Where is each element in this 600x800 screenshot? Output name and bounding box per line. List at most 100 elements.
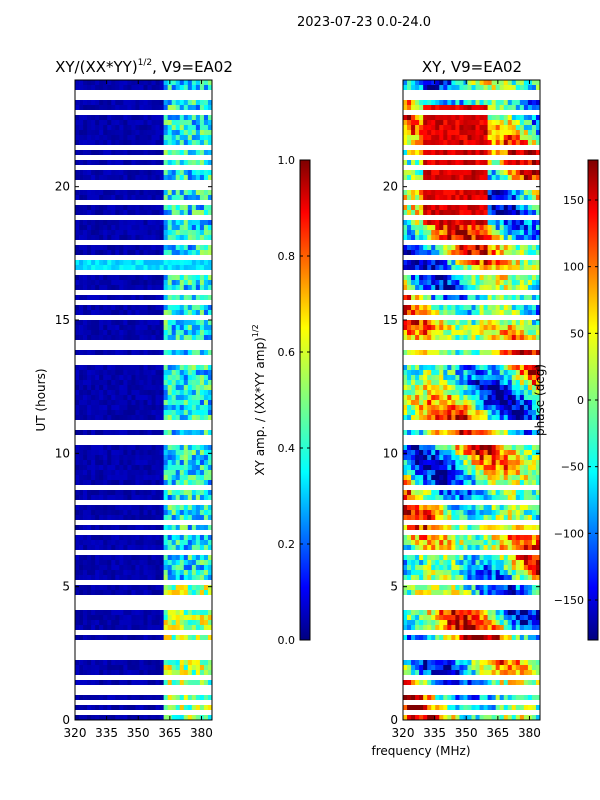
amp-cell (207, 580, 213, 586)
amp-cell (115, 715, 120, 721)
amp-cell (123, 260, 128, 266)
amp-cell (151, 620, 156, 626)
amp-cell (183, 215, 189, 221)
amp-cell (127, 600, 132, 606)
amp-cell (159, 425, 165, 431)
amp-cell (163, 200, 169, 206)
amp-cell (79, 330, 84, 336)
phase-cell (527, 125, 533, 131)
phase-cell (515, 105, 521, 111)
amp-cell (147, 705, 152, 711)
amp-cell (111, 100, 116, 106)
phase-cell (455, 145, 460, 151)
amp-cell (203, 100, 209, 106)
amp-cell (115, 540, 120, 546)
amp-cell (203, 295, 209, 301)
amp-cell (159, 625, 165, 631)
amp-cell (187, 100, 193, 106)
amp-cell (107, 315, 112, 321)
phase-cell (431, 95, 436, 101)
phase-cell (439, 115, 444, 121)
amp-cell (119, 390, 124, 396)
amp-cell (207, 145, 213, 151)
amp-cell (95, 395, 100, 401)
amp-cell (95, 345, 100, 351)
amp-cell (99, 485, 104, 491)
amp-cell (187, 500, 193, 506)
amp-cell (175, 105, 181, 111)
amp-cell (207, 470, 213, 476)
amp-cell (183, 575, 189, 581)
amp-cell (155, 305, 161, 311)
amp-cell (167, 250, 173, 256)
amp-cell (195, 190, 201, 196)
amp-cell (103, 150, 108, 156)
phase-cell (403, 165, 408, 171)
amp-cell (119, 265, 124, 271)
amp-cell (195, 340, 201, 346)
phase-cell (403, 140, 408, 146)
amp-cell (195, 345, 201, 351)
amp-cell (95, 110, 100, 116)
amp-cell (163, 560, 169, 566)
phase-cell (443, 80, 448, 86)
amp-cell (91, 245, 96, 251)
amp-cell (175, 85, 181, 91)
amp-cell (107, 135, 112, 141)
amp-cell (195, 90, 201, 96)
phase-cell (535, 125, 541, 131)
amp-cell (135, 675, 140, 681)
amp-cell (155, 230, 161, 236)
amp-cell (95, 695, 100, 701)
amp-cell (107, 390, 112, 396)
amp-cell (171, 455, 177, 461)
amp-cell (95, 320, 100, 326)
amp-cell (107, 215, 112, 221)
phase-cell (455, 85, 460, 91)
amp-cell (99, 465, 104, 471)
phase-cell (443, 120, 448, 126)
amp-cell (199, 330, 205, 336)
amp-cell (99, 250, 104, 256)
amp-cell (111, 440, 116, 446)
amp-cell (203, 650, 209, 656)
amp-cell (95, 240, 100, 246)
amp-cell (191, 670, 197, 676)
amp-cell (139, 630, 144, 636)
phase-cell (515, 150, 521, 156)
amp-cell (131, 340, 136, 346)
phase-cell (455, 125, 460, 131)
amp-cell (159, 390, 165, 396)
amp-cell (87, 265, 92, 271)
amp-cell (159, 485, 165, 491)
amp-cell (147, 155, 152, 161)
amp-cell (99, 575, 104, 581)
phase-cell (483, 150, 489, 156)
amp-cell (179, 565, 185, 571)
amp-cell (135, 150, 140, 156)
amp-cell (207, 540, 213, 546)
amp-cell (87, 575, 92, 581)
amp-cell (111, 130, 116, 136)
amp-cell (107, 250, 112, 256)
amp-cell (119, 330, 124, 336)
amp-cell (115, 360, 120, 366)
amp-cell (191, 130, 197, 136)
amp-cell (179, 555, 185, 561)
amp-cell (91, 680, 96, 686)
amp-cell (107, 270, 112, 276)
amp-cell (187, 535, 193, 541)
amp-cell (171, 315, 177, 321)
amp-cell (111, 535, 116, 541)
amp-cell (111, 140, 116, 146)
amp-cell (167, 480, 173, 486)
phase-cell (443, 155, 448, 161)
phase-cell (455, 135, 460, 141)
amp-cell (99, 355, 104, 361)
phase-cell (515, 155, 521, 161)
amp-cell (143, 440, 148, 446)
amp-cell (119, 560, 124, 566)
amp-cell (171, 525, 177, 531)
amp-cell (163, 220, 169, 226)
amp-cell (91, 535, 96, 541)
